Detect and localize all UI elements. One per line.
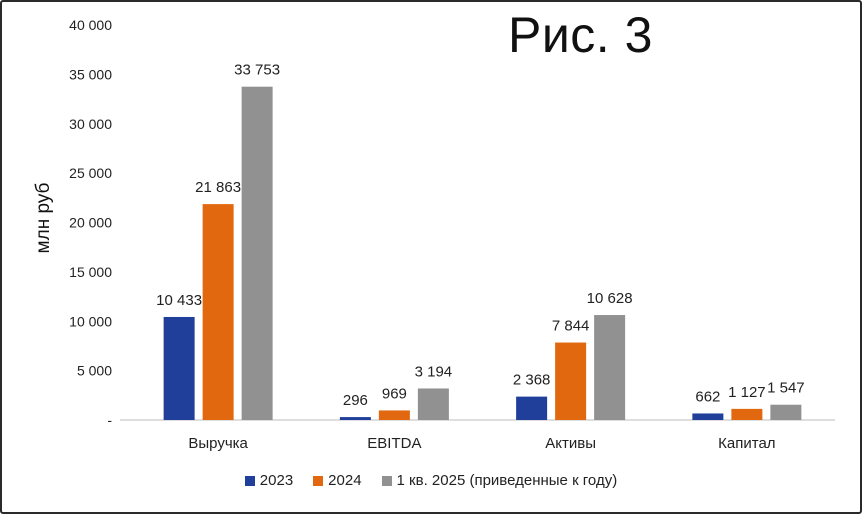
bar-2024-Капитал xyxy=(731,408,763,420)
bar-2023-Капитал xyxy=(692,413,724,420)
data-label: 296 xyxy=(343,392,368,409)
data-label: 10 628 xyxy=(587,290,633,307)
data-label: 10 433 xyxy=(156,292,202,309)
y-tick-label: 35 000 xyxy=(69,66,112,82)
bars xyxy=(163,86,802,421)
legend-label: 2023 xyxy=(259,472,294,489)
data-labels: 10 433 21 863 33 753 296 969 3 194 2 368 7 844 1… xyxy=(156,62,804,409)
bar-2023-Выручка xyxy=(163,316,195,420)
legend: 2023 2024 1 кв. 2025 (приведенные к году) xyxy=(0,472,862,489)
legend-item: 2024 xyxy=(313,472,362,489)
legend-swatch xyxy=(313,475,324,486)
y-axis-ticks: - 5 000 10 000 15 000 20 000 25 000 30 000 35 0… xyxy=(69,17,112,428)
data-label: 662 xyxy=(695,388,720,405)
legend-swatch xyxy=(244,475,255,486)
data-label: 7 844 xyxy=(552,318,590,335)
y-tick-label: 40 000 xyxy=(69,17,112,33)
category-label: Выручка xyxy=(188,435,248,452)
y-tick-label: 20 000 xyxy=(69,215,112,231)
bar-2023-EBITDA xyxy=(339,417,371,420)
bar-1 кв. 2025 (приведенные к году)-Выручка xyxy=(241,86,273,421)
bar-1 кв. 2025 (приведенные к году)-Активы xyxy=(594,315,626,420)
bar-2023-Активы xyxy=(516,396,548,420)
data-label: 1 127 xyxy=(728,384,766,401)
category-label: Активы xyxy=(545,435,596,452)
y-tick-label: 10 000 xyxy=(69,313,112,329)
y-tick-label: 15 000 xyxy=(69,264,112,280)
data-label: 21 863 xyxy=(195,179,241,196)
category-labels: Выручка EBITDA Активы Капитал xyxy=(188,435,775,452)
figure-title: Рис. 3 xyxy=(508,7,653,63)
bar-2024-EBITDA xyxy=(378,410,410,420)
category-label: Капитал xyxy=(718,435,775,452)
legend-label: 2024 xyxy=(328,472,362,489)
data-label: 1 547 xyxy=(767,380,805,397)
legend-swatch xyxy=(381,475,392,486)
bar-2024-Выручка xyxy=(202,204,234,420)
y-tick-label: 30 000 xyxy=(69,116,112,132)
y-tick-label: 25 000 xyxy=(69,165,112,181)
category-label: EBITDA xyxy=(367,435,421,452)
y-tick-label: - xyxy=(107,412,112,428)
bar-1 кв. 2025 (приведенные к году)-EBITDA xyxy=(417,388,449,420)
data-label: 2 368 xyxy=(513,372,551,389)
legend-item: 1 кв. 2025 (приведенные к году) xyxy=(381,472,618,489)
data-label: 969 xyxy=(382,385,407,402)
legend-item: 2023 xyxy=(244,472,294,489)
bar-1 кв. 2025 (приведенные к году)-Капитал xyxy=(770,404,802,420)
data-label: 3 194 xyxy=(415,363,453,380)
bar-2024-Активы xyxy=(555,342,587,420)
y-tick-label: 5 000 xyxy=(77,363,112,379)
data-label: 33 753 xyxy=(234,62,280,79)
legend-label: 1 кв. 2025 (приведенные к году) xyxy=(396,472,618,489)
